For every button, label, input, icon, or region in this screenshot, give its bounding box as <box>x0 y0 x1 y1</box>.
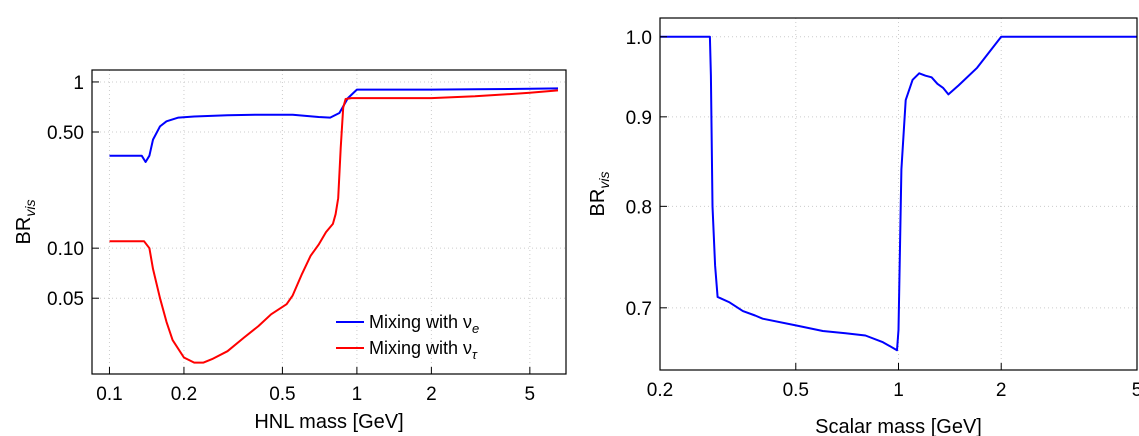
scalar-y-axis-label: BRvis <box>587 172 612 217</box>
hnl-grid <box>92 70 566 374</box>
hnl-ticks: 0.1 0.2 0.5 1 2 5 1 0.50 0.10 0.05 <box>47 73 535 405</box>
scalar-chart: 0.2 0.5 1 2 51.00.90.80.7 Scalar mass [GeV] … <box>587 17 1139 436</box>
hnl-x-tick-label: 5 <box>525 384 536 405</box>
hnl-y-tick-label: 0.50 <box>47 123 84 144</box>
legend-label-ve-main: Mixing with ν <box>369 312 472 332</box>
hnl-y-axis-label: BRvis <box>13 200 38 245</box>
hnl-y-tick-label: 1 <box>73 73 84 94</box>
hnl-series-line-1 <box>109 89 559 364</box>
scalar-x-tick-label: 5 <box>1132 380 1139 401</box>
scalar-x-tick-label: 1 <box>893 380 904 401</box>
hnl-y-tick-label: 0.10 <box>47 239 84 260</box>
scalar-ticks: 0.2 0.5 1 2 5 1.0 0.9 0.8 0.7 <box>626 28 1139 401</box>
hnl-y-tick-label: 0.05 <box>47 289 84 310</box>
scalar-y-axis-label-sub: vis <box>596 172 612 189</box>
scalar-y-tick-label: 0.7 <box>626 299 652 320</box>
hnl-y-axis-label-sub: vis <box>22 200 38 217</box>
scalar-y-tick-label: 0.9 <box>626 108 652 129</box>
scalar-y-tick-label: 0.8 <box>626 197 652 218</box>
scalar-y-axis-label-main: BR <box>587 189 609 217</box>
legend-label-ve: Mixing with νe <box>369 312 479 336</box>
hnl-legend: Mixing with νe Mixing with ντ <box>336 312 479 362</box>
hnl-x-tick-label: 0.5 <box>269 384 295 405</box>
hnl-x-tick-label: 2 <box>426 384 437 405</box>
hnl-chart: 0.1 0.2 0.5 1 2 5 1 0.50 0.10 0.05 HNL mass [GeV]… <box>13 69 567 433</box>
hnl-series <box>109 87 559 364</box>
scalar-grid <box>660 18 1137 370</box>
scalar-series <box>660 35 1137 352</box>
hnl-x-tick-label: 1 <box>352 384 363 405</box>
scalar-x-axis-label: Scalar mass [GeV] <box>815 416 982 436</box>
scalar-x-tick-label: 2 <box>996 380 1007 401</box>
hnl-x-tick-label: 0.2 <box>171 384 197 405</box>
hnl-y-axis-label-main: BR <box>13 217 35 245</box>
legend-label-vtau: Mixing with ντ <box>369 338 478 362</box>
hnl-series-line-0 <box>109 87 559 163</box>
legend-label-vtau-sub: τ <box>472 347 478 362</box>
scalar-x-tick-label: 0.5 <box>783 380 809 401</box>
scalar-x-tick-label: 0.2 <box>647 380 673 401</box>
hnl-plot-frame <box>91 69 567 375</box>
legend-label-vtau-main: Mixing with ν <box>369 338 472 358</box>
hnl-x-tick-label: 0.1 <box>96 384 122 405</box>
scalar-series-line-0 <box>660 35 1137 352</box>
hnl-x-axis-label: HNL mass [GeV] <box>254 411 403 433</box>
scalar-y-tick-label: 1.0 <box>626 28 652 49</box>
legend-label-ve-sub: e <box>472 321 479 336</box>
